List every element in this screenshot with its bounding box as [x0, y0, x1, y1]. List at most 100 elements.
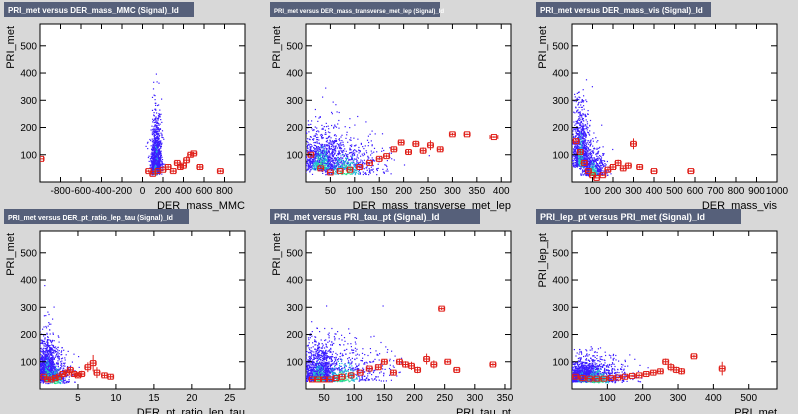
- scatter-point: [320, 166, 322, 168]
- scatter-point: [314, 161, 316, 163]
- scatter-point: [599, 162, 601, 164]
- scatter-point: [331, 155, 333, 157]
- scatter-point: [310, 155, 312, 157]
- scatter-point: [581, 128, 583, 130]
- scatter-point: [348, 172, 350, 174]
- scatter-point: [577, 109, 579, 111]
- scatter-point: [158, 82, 160, 84]
- scatter-point: [301, 142, 302, 143]
- scatter-point: [580, 157, 582, 159]
- scatter-point: [326, 168, 328, 170]
- scatter-point: [604, 165, 606, 167]
- scatter-point: [339, 147, 341, 150]
- scatter-point: [154, 157, 156, 159]
- scatter-point: [336, 157, 339, 159]
- scatter-point: [328, 160, 330, 162]
- scatter-point: [595, 166, 597, 168]
- scatter-point: [149, 167, 151, 169]
- scatter-point: [313, 166, 315, 168]
- scatter-point: [584, 150, 586, 152]
- scatter-point: [161, 165, 163, 167]
- scatter-point: [574, 166, 577, 168]
- scatter-point: [588, 158, 590, 160]
- scatter-point: [307, 166, 309, 168]
- chart-title: PRI_met versus DER_mass_transverse_met_l…: [274, 9, 444, 15]
- scatter-point: [599, 158, 601, 160]
- scatter-point: [596, 152, 598, 154]
- scatter-point: [591, 151, 593, 153]
- scatter-point: [49, 345, 51, 347]
- scatter-point: [570, 161, 571, 162]
- scatter-point: [377, 163, 379, 165]
- scatter-point: [337, 143, 340, 146]
- scatter-point: [321, 137, 323, 140]
- scatter-point: [303, 168, 304, 169]
- scatter-point: [596, 155, 598, 157]
- scatter-point: [369, 171, 371, 173]
- scatter-point: [158, 157, 160, 159]
- scatter-point: [150, 140, 152, 142]
- scatter-point: [585, 174, 587, 176]
- scatter-point: [591, 154, 593, 156]
- scatter-point: [324, 133, 326, 135]
- scatter-point: [342, 157, 344, 159]
- scatter-point: [314, 147, 316, 150]
- scatter-point: [376, 168, 378, 170]
- scatter-point: [306, 162, 307, 165]
- scatter-point: [383, 171, 385, 173]
- scatter-point: [309, 149, 311, 152]
- scatter-point: [307, 150, 309, 152]
- profile-point: [216, 168, 224, 175]
- scatter-point: [315, 154, 317, 156]
- scatter-point: [346, 157, 348, 159]
- scatter-point: [331, 165, 334, 167]
- scatter-point: [355, 158, 357, 160]
- scatter-point: [330, 158, 332, 160]
- scatter-point: [574, 141, 576, 144]
- scatter-point: [304, 166, 305, 167]
- scatter-point: [590, 167, 592, 169]
- scatter-point: [314, 158, 316, 160]
- scatter-point: [366, 152, 368, 154]
- scatter-point: [313, 158, 315, 161]
- scatter-point: [325, 158, 327, 160]
- scatter-point: [310, 159, 312, 161]
- scatter-point: [317, 154, 319, 156]
- scatter-point: [376, 174, 378, 176]
- scatter-point: [153, 141, 155, 143]
- scatter-point: [321, 134, 323, 137]
- scatter-point: [316, 147, 318, 149]
- scatter-point: [154, 124, 156, 126]
- scatter-point: [56, 370, 58, 373]
- scatter-point: [40, 367, 41, 369]
- scatter-point: [590, 172, 592, 174]
- scatter-point: [315, 166, 317, 168]
- scatter-point: [574, 155, 576, 157]
- scatter-point: [367, 145, 369, 147]
- scatter-point: [325, 87, 327, 89]
- scatter-point: [150, 153, 152, 155]
- scatter-point: [310, 147, 312, 149]
- scatter-point: [157, 123, 160, 125]
- scatter-point: [353, 145, 356, 147]
- scatter-point: [44, 355, 47, 358]
- scatter-point: [327, 166, 329, 168]
- scatter-point: [158, 143, 160, 146]
- scatter-point: [598, 162, 601, 165]
- scatter-point: [591, 171, 593, 173]
- scatter-point: [327, 157, 329, 159]
- scatter-point: [335, 145, 337, 147]
- scatter-point: [158, 145, 160, 147]
- scatter-point: [161, 142, 163, 144]
- scatter-point: [306, 144, 307, 147]
- scatter-point: [345, 166, 347, 169]
- scatter-point: [600, 157, 603, 159]
- scatter-point: [156, 169, 158, 171]
- scatter-point: [151, 161, 153, 163]
- scatter-point: [338, 138, 341, 140]
- scatter-point: [358, 170, 360, 173]
- scatter-point: [576, 153, 578, 155]
- scatter-point: [345, 157, 347, 159]
- x-tick-label: -400: [91, 186, 111, 197]
- scatter-point: [573, 160, 575, 162]
